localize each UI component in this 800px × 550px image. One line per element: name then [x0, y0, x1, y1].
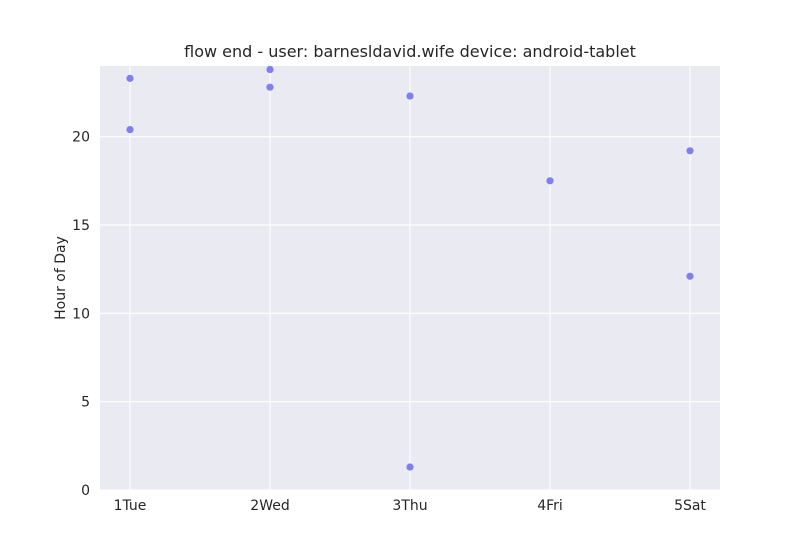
y-tick-label: 5: [81, 395, 90, 411]
x-tick-label: 4Fri: [537, 498, 563, 514]
data-point: [546, 177, 554, 185]
y-tick-label: 10: [72, 306, 90, 322]
chart-title: flow end - user: barnesldavid.wife devic…: [184, 42, 636, 61]
x-tick-labels: 1Tue 2Wed 3Thu 4Fri 5Sat: [114, 498, 707, 514]
data-point: [686, 147, 694, 155]
data-point: [266, 83, 274, 91]
x-tick-label: 3Thu: [392, 498, 427, 514]
y-tick-label: 20: [72, 130, 90, 146]
data-point: [266, 65, 274, 74]
x-tick-label: 1Tue: [114, 498, 147, 514]
data-point: [406, 92, 414, 100]
x-tick-label: 2Wed: [250, 498, 289, 514]
y-tick-label: 0: [81, 483, 90, 499]
data-points: [126, 65, 694, 471]
data-point: [126, 74, 134, 82]
y-tick-labels: 0 5 10 15 20: [72, 130, 90, 499]
data-point: [406, 463, 414, 471]
data-point: [126, 126, 134, 134]
y-tick-label: 15: [72, 218, 90, 234]
data-point: [686, 272, 694, 280]
x-tick-label: 5Sat: [674, 498, 706, 514]
y-axis-label: Hour of Day: [53, 236, 69, 320]
